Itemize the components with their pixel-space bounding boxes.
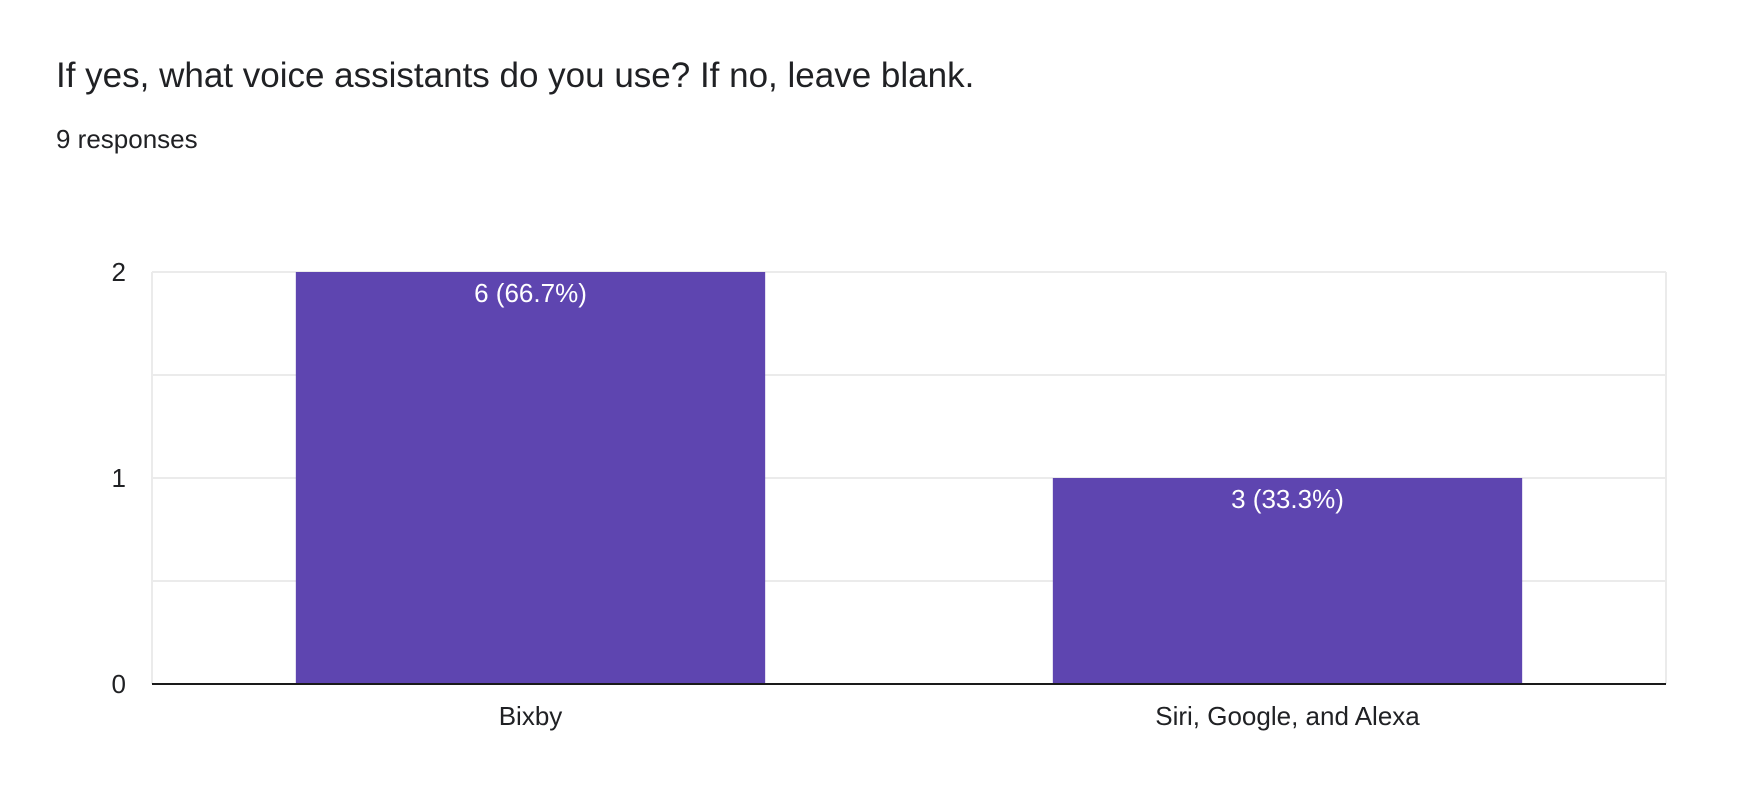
question-title: If yes, what voice assistants do you use… xyxy=(56,56,975,95)
y-tick-label: 0 xyxy=(112,669,126,699)
bar xyxy=(1052,478,1523,684)
x-tick-label: Siri, Google, and Alexa xyxy=(1155,701,1420,731)
bar-data-label: 6 (66.7%) xyxy=(474,278,587,308)
y-tick-label: 2 xyxy=(112,257,126,287)
bars xyxy=(295,272,1523,684)
response-count: 9 responses xyxy=(56,124,198,154)
labels: 0 1 2 6 (66.7%) Bixby 3 (33.3%) Siri, Google, … xyxy=(112,257,1421,731)
bar-data-label: 3 (33.3%) xyxy=(1231,484,1344,514)
y-tick-label: 1 xyxy=(112,463,126,493)
bar xyxy=(295,272,766,684)
x-tick-label: Bixby xyxy=(499,701,563,731)
